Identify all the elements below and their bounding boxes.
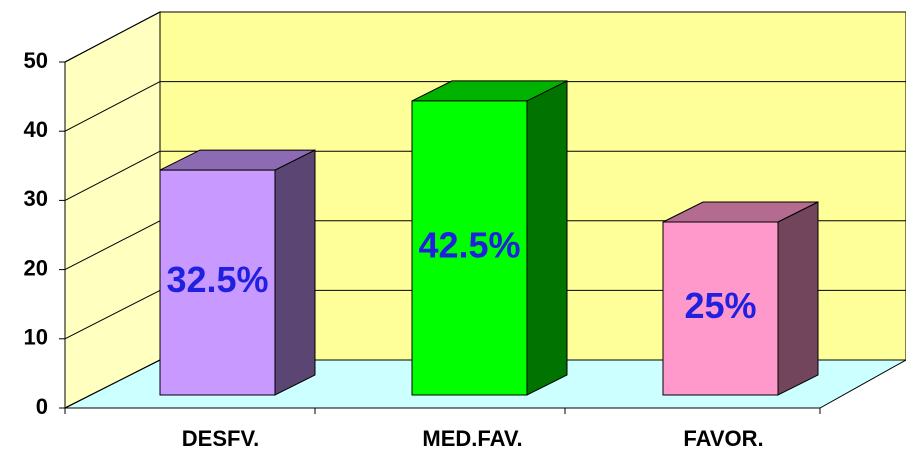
grid-line bbox=[64, 11, 161, 63]
y-tick-label: 0 bbox=[36, 394, 48, 419]
x-tick-label: FAVOR. bbox=[683, 426, 763, 451]
bar-side bbox=[526, 80, 568, 396]
y-tick-label: 40 bbox=[24, 117, 48, 142]
grid-line bbox=[64, 289, 161, 340]
grid-line bbox=[64, 150, 161, 201]
grid-line bbox=[64, 81, 161, 132]
y-tick-label: 20 bbox=[24, 255, 48, 280]
x-tick-label: MED.FAV. bbox=[422, 426, 522, 451]
data-label: 42.5% bbox=[418, 224, 520, 265]
grid-line bbox=[64, 220, 161, 271]
bar bbox=[662, 221, 779, 396]
bar-side bbox=[777, 201, 819, 396]
bar bbox=[159, 169, 276, 396]
y-tick-label: 50 bbox=[24, 48, 48, 73]
bar-side bbox=[274, 149, 316, 396]
y-tick-label: 30 bbox=[24, 186, 48, 211]
bar bbox=[411, 100, 528, 396]
data-label: 32.5% bbox=[166, 259, 268, 300]
grid-line bbox=[64, 359, 161, 409]
x-tick-label: DESFV. bbox=[182, 426, 259, 451]
y-tick-label: 10 bbox=[24, 325, 48, 350]
data-label: 25% bbox=[684, 285, 756, 326]
side-wall bbox=[64, 11, 161, 409]
